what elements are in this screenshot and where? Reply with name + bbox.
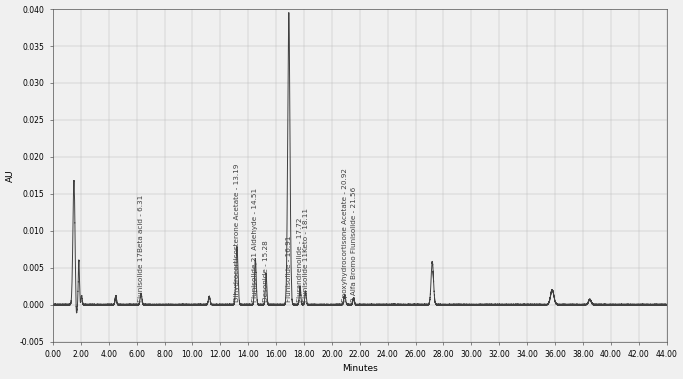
Text: Desonide - 15.28: Desonide - 15.28: [263, 241, 269, 302]
Text: Flunisolide 17Beta acid - 6.31: Flunisolide 17Beta acid - 6.31: [138, 195, 144, 302]
Text: Flunisolide 11Keto - 18.11: Flunisolide 11Keto - 18.11: [303, 208, 309, 302]
X-axis label: Minutes: Minutes: [342, 365, 378, 373]
Text: Flunisolide 21 Aldehyde - 14.51: Flunisolide 21 Aldehyde - 14.51: [252, 188, 258, 302]
Y-axis label: AU: AU: [5, 169, 14, 182]
Text: Dihydrocorticosterone Acetate - 13.19: Dihydrocorticosterone Acetate - 13.19: [234, 164, 240, 302]
Text: Epoxyhydrocortisone Acetate - 20.92: Epoxyhydrocortisone Acetate - 20.92: [342, 168, 348, 302]
Text: 9 Alfa Bromo Flunisolide - 21.56: 9 Alfa Bromo Flunisolide - 21.56: [350, 187, 357, 302]
Text: Flunisolide - 16.91: Flunisolide - 16.91: [285, 236, 292, 302]
Text: Flurandrenolide - 17.72: Flurandrenolide - 17.72: [297, 218, 303, 302]
